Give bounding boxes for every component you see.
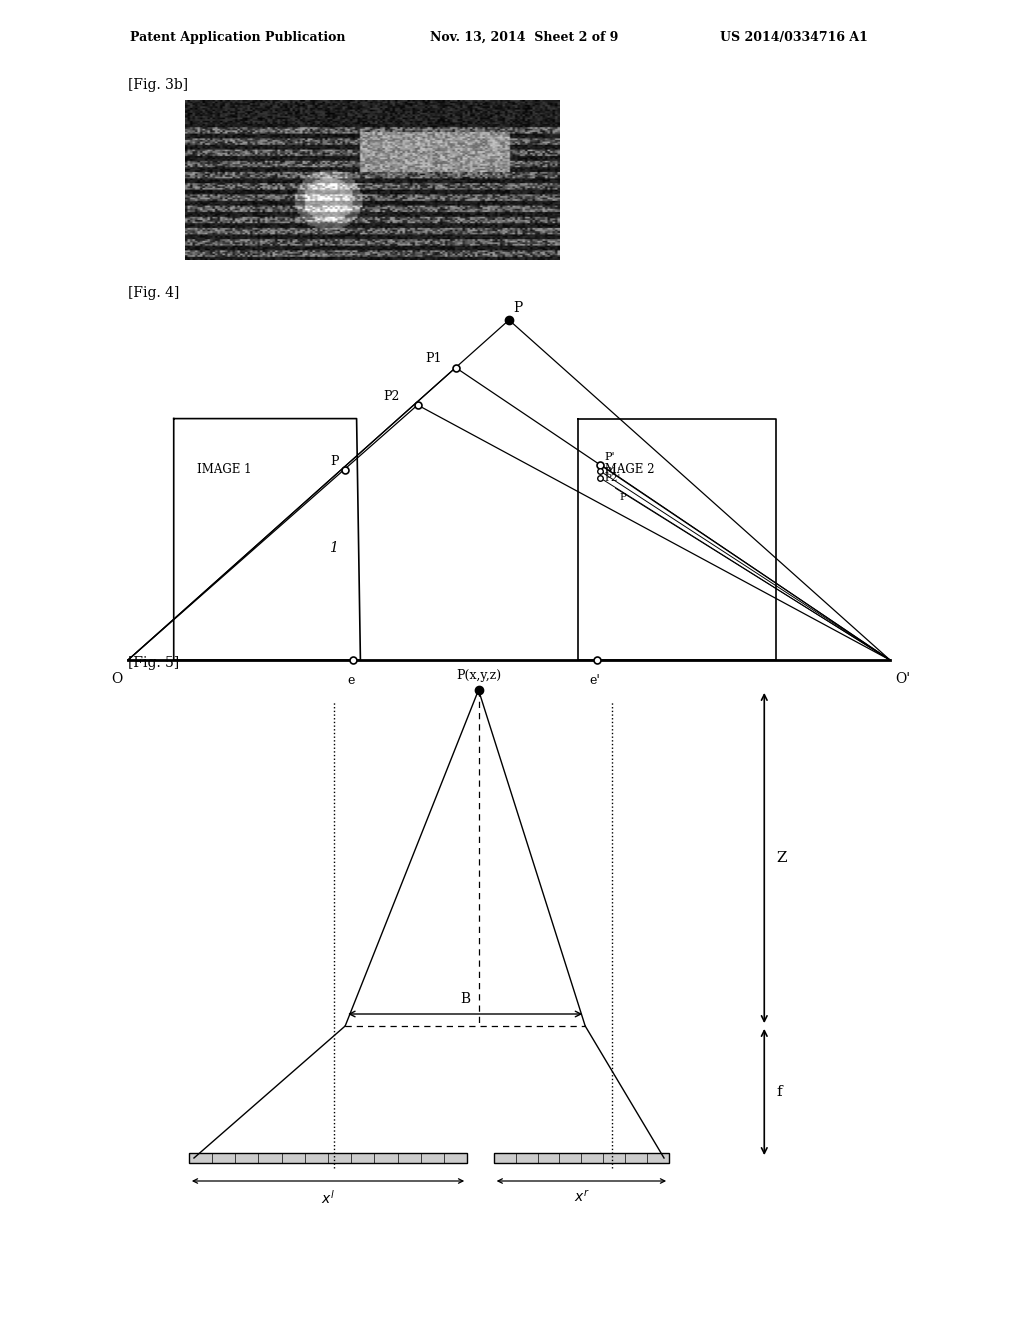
Text: P1': P1' xyxy=(604,467,621,475)
Text: P2: P2 xyxy=(384,389,400,403)
Text: P: P xyxy=(620,494,627,503)
Text: P2': P2' xyxy=(604,474,621,483)
Text: [Fig. 5]: [Fig. 5] xyxy=(128,656,179,671)
Text: B: B xyxy=(460,993,470,1006)
Text: P: P xyxy=(513,301,522,315)
Text: O': O' xyxy=(895,672,910,686)
Text: 1: 1 xyxy=(330,541,338,554)
Bar xyxy=(494,1152,669,1163)
Text: US 2014/0334716 A1: US 2014/0334716 A1 xyxy=(720,30,868,44)
Text: P: P xyxy=(331,454,339,467)
Text: P1: P1 xyxy=(426,351,442,364)
Text: $x^l$: $x^l$ xyxy=(322,1189,335,1206)
Text: P': P' xyxy=(604,453,615,462)
Text: f: f xyxy=(776,1085,782,1100)
Text: Z: Z xyxy=(776,851,786,865)
Text: [Fig. 3b]: [Fig. 3b] xyxy=(128,78,188,92)
Text: IMAGE 1: IMAGE 1 xyxy=(197,463,251,477)
Text: Nov. 13, 2014  Sheet 2 of 9: Nov. 13, 2014 Sheet 2 of 9 xyxy=(430,30,618,44)
Text: e: e xyxy=(347,675,354,686)
Bar xyxy=(189,1152,467,1163)
Text: O: O xyxy=(112,672,123,686)
Text: IMAGE 2: IMAGE 2 xyxy=(600,463,655,477)
Text: P(x,y,z): P(x,y,z) xyxy=(456,669,501,682)
Text: $x^r$: $x^r$ xyxy=(573,1189,589,1205)
Text: e': e' xyxy=(589,675,600,686)
Text: [Fig. 4]: [Fig. 4] xyxy=(128,286,179,300)
Text: Patent Application Publication: Patent Application Publication xyxy=(130,30,345,44)
